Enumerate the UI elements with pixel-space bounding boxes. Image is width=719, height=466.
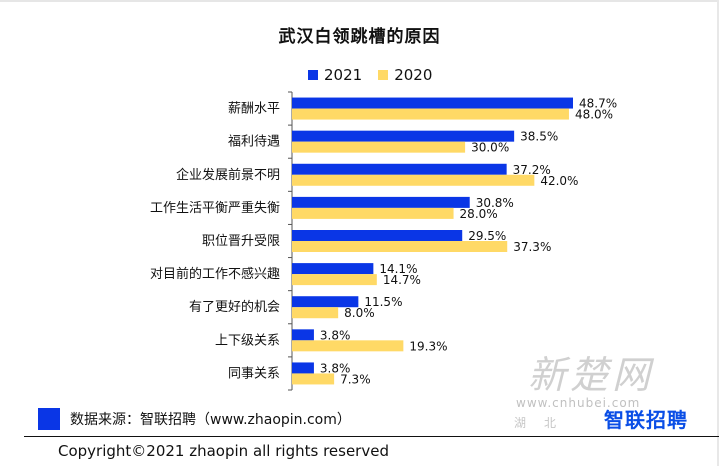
data-label-2020: 28.0% [460,207,498,221]
bar-2020 [292,207,454,219]
category-label: 职位晋升受限 [202,234,280,249]
bar-2021 [292,230,463,241]
source-square-icon [38,408,60,430]
source-text: 数据来源：智联招聘（www.zhaopin.com） [70,412,351,428]
data-label-2021: 37.2% [513,163,551,177]
bar-2021 [292,329,314,341]
data-label-2021: 29.5% [468,229,506,243]
category-label: 同事关系 [228,366,280,381]
data-label-2021: 14.1% [379,262,417,276]
right-border [717,0,719,466]
legend-swatch-2021 [308,70,318,80]
data-label-2021: 30.8% [476,196,514,210]
bar-2020 [292,373,335,385]
bar-2020 [292,340,404,352]
bar-2020 [292,274,377,286]
data-label-2021: 11.5% [364,295,402,309]
bar-2020 [292,174,535,186]
data-label-2020: 42.0% [540,174,578,188]
legend-swatch-2020 [378,70,389,80]
bar-2021 [292,196,470,208]
bar-2021 [292,296,359,308]
legend-label-2021: 2021 [324,66,363,84]
category-label: 有了更好的机会 [189,299,280,315]
watermark-subtitle: 湖北 [514,416,575,430]
bar-2021 [292,130,515,142]
bar-2021 [292,362,314,374]
footer-divider [24,436,719,437]
watermark-logo: 新楚网 [528,353,655,397]
data-label-2020: 30.0% [471,141,509,155]
chart-title: 武汉白领跳槽的原因 [278,27,441,47]
category-label: 工作生活平衡严重失衡 [150,200,280,216]
data-label-2020: 7.3% [340,372,371,386]
watermark-url: www.cnhubei.com [516,396,641,410]
bar-2020 [292,307,339,319]
data-label-2021: 3.8% [320,361,351,375]
copyright: Copyright©2021 zhaopin all rights reserv… [58,442,389,460]
data-label-2020: 48.0% [575,108,613,122]
bar-2021 [292,163,507,175]
data-label-2021: 3.8% [320,328,351,342]
data-label-2020: 8.0% [344,306,375,320]
data-label-2021: 48.7% [579,97,617,111]
bar-2020 [292,241,508,252]
category-label: 企业发展前景不明 [176,167,280,183]
legend-item-2021: 2021 [308,66,362,84]
category-label: 薪酬水平 [228,102,280,117]
top-border [0,0,719,2]
data-label-2020: 14.7% [383,273,421,287]
bar-2021 [292,263,374,275]
bar-chart: 薪酬水平 48.7%48.0% 福利待遇 38.5% 30.0% 企业发展前景不明 37.2… [150,91,617,391]
category-label: 福利待遇 [228,135,280,150]
bar-2020 [292,108,569,120]
data-label-2020: 19.3% [409,339,447,353]
category-label: 对目前的工作不感兴趣 [150,266,280,282]
data-label-2020: 37.3% [513,240,551,254]
data-source: 数据来源：智联招聘（www.zhaopin.com） [38,408,351,430]
brand-logo: 智联招聘 [604,408,688,432]
legend-label-2020: 2020 [394,66,433,84]
data-label-2021: 38.5% [520,130,558,144]
legend: 2021 2020 [308,66,448,84]
legend-item-2020: 2020 [378,66,432,84]
bar-2020 [292,141,466,153]
bar-2021 [292,97,573,109]
category-label: 上下级关系 [215,333,280,348]
